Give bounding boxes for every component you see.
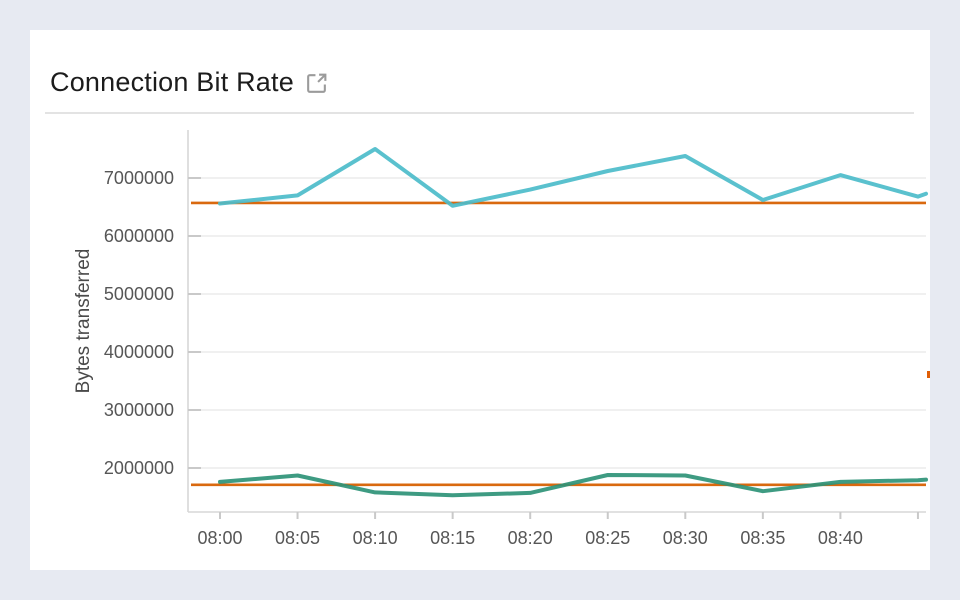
green-series-line xyxy=(218,473,928,498)
header-divider xyxy=(45,112,914,114)
plot-svg xyxy=(187,130,928,519)
chart-title: Connection Bit Rate xyxy=(50,67,294,97)
x-tick-label: 08:15 xyxy=(430,528,476,548)
y-tick-label: 5000000 xyxy=(103,284,174,304)
clipped-orange-fragment xyxy=(927,371,930,378)
teal-series-line xyxy=(218,147,928,208)
bitrate-chart: Bytes transferred 7000000 6000000 5000000 4… xyxy=(30,30,930,570)
external-link-icon[interactable] xyxy=(304,71,329,96)
x-tick-label: 08:30 xyxy=(662,528,708,548)
x-tick-label: 08:05 xyxy=(275,528,321,548)
x-tick-label: 08:20 xyxy=(507,528,553,548)
x-tick-label: 08:00 xyxy=(197,528,243,548)
x-tick-label: 08:35 xyxy=(740,528,786,548)
connection-bit-rate-card: Connection Bit Rate Bytes transferred 70… xyxy=(30,30,930,570)
y-tick-label: 2000000 xyxy=(103,458,174,478)
x-tick-label: 08:10 xyxy=(352,528,398,548)
y-tick-label: 3000000 xyxy=(103,400,174,420)
y-tick-label: 6000000 xyxy=(103,226,174,246)
y-tick-label: 7000000 xyxy=(103,168,174,188)
x-tick-label: 08:25 xyxy=(585,528,631,548)
y-tick-label: 4000000 xyxy=(103,342,174,362)
x-tick-label: 08:40 xyxy=(817,528,863,548)
card-header: Connection Bit Rate xyxy=(50,62,910,102)
